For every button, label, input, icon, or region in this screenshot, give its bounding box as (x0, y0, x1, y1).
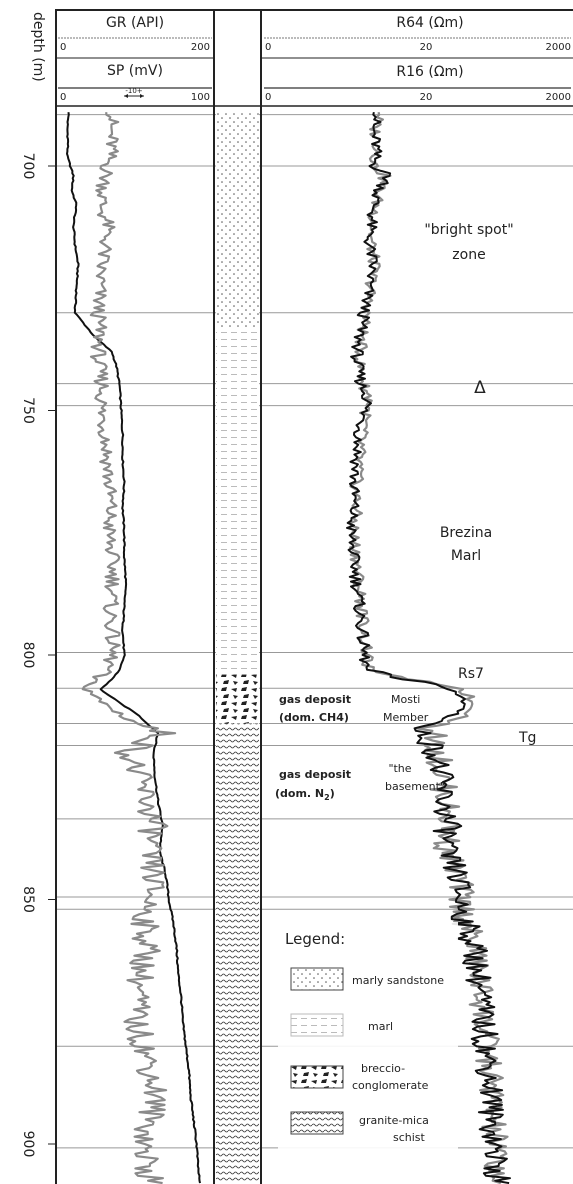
legend-label-marl: marl (368, 1020, 393, 1033)
bright-spot-label-1: "bright spot" (424, 222, 513, 238)
lithology-granite-mica-schist-3 (216, 723, 259, 1184)
gr-min-tick: 0 (60, 42, 66, 53)
legend-swatch-marly-sandstone (290, 967, 344, 991)
sp-min-tick: 0 (60, 92, 66, 103)
legend-label-breccio-1: breccio- (361, 1062, 405, 1075)
sp-header-label: SP (mV) (107, 63, 163, 79)
lithology-marly-sandstone-0 (216, 112, 259, 328)
r16-tick-0: 0 (265, 92, 271, 103)
gas-deposit-n2-pre: (dom. N (275, 787, 324, 800)
gas-deposit-n2-line1: gas deposit (279, 768, 351, 781)
gas-deposit-ch4-line2: (dom. CH4) (279, 711, 349, 724)
bright-spot-label-2: zone (452, 247, 485, 263)
legend-swatch-breccio (290, 1065, 344, 1089)
r16-tick-20: 20 (420, 92, 433, 103)
lithology-marl-1 (216, 327, 259, 675)
legend-label-breccio-2: conglomerate (352, 1079, 429, 1092)
r64-tick-2000: 2000 (546, 42, 571, 53)
depth-tick-750: 750 (20, 397, 36, 424)
r64-tick-20: 20 (420, 42, 433, 53)
gr-header-label: GR (API) (106, 15, 164, 31)
tg-marker: Tg (518, 730, 536, 746)
gr-max-tick: 200 (191, 42, 210, 53)
basement-label-2: basement" (385, 780, 445, 793)
rs7-marker: Rs7 (458, 666, 484, 682)
delta-marker: Δ (474, 378, 486, 398)
sp-max-tick: 100 (191, 92, 210, 103)
gas-deposit-n2-sub: 2 (324, 793, 330, 802)
sp-scale-arrow-left (124, 94, 128, 98)
legend-label-schist-2: schist (393, 1131, 426, 1144)
series-r16-line (346, 111, 511, 1184)
brezina-label-2: Marl (451, 548, 481, 564)
depth-axis-label: depth (m) (30, 12, 46, 82)
sp-scale-arrow-right (140, 94, 144, 98)
depth-tick-700: 700 (20, 153, 36, 180)
legend-title: Legend: (285, 930, 345, 948)
r64-header-label: R64 (Ωm) (396, 15, 463, 31)
depth-tick-850: 850 (20, 886, 36, 913)
series-gr-line (66, 112, 201, 1184)
r16-header-label: R16 (Ωm) (396, 64, 463, 80)
depth-tick-900: 900 (20, 1131, 36, 1158)
mosti-member-label-1: Mosti (391, 693, 420, 706)
legend-swatch-schist (290, 1111, 344, 1135)
mosti-member-label-2: Member (383, 711, 429, 724)
gas-deposit-ch4-line1: gas deposit (279, 693, 351, 706)
gas-deposit-n2-line2: (dom. N2) (275, 787, 335, 802)
lithology-breccio-conglomerate-2 (216, 674, 259, 724)
gas-deposit-n2-post: ) (330, 787, 335, 800)
r64-tick-0: 0 (265, 42, 271, 53)
basement-label-1: "the (388, 762, 411, 775)
depth-tick-800: 800 (20, 642, 36, 669)
sp-scale-bar-label: -10+ (125, 87, 142, 95)
legend: Legend: marly sandstone marl breccio- co… (278, 922, 458, 1162)
r16-tick-2000: 2000 (546, 92, 571, 103)
legend-label-marly-sandstone: marly sandstone (352, 974, 444, 987)
brezina-label-1: Brezina (440, 525, 492, 541)
legend-swatch-marl (290, 1013, 344, 1037)
series-sp-line (81, 112, 177, 1184)
legend-label-schist-1: granite-mica (359, 1114, 429, 1127)
